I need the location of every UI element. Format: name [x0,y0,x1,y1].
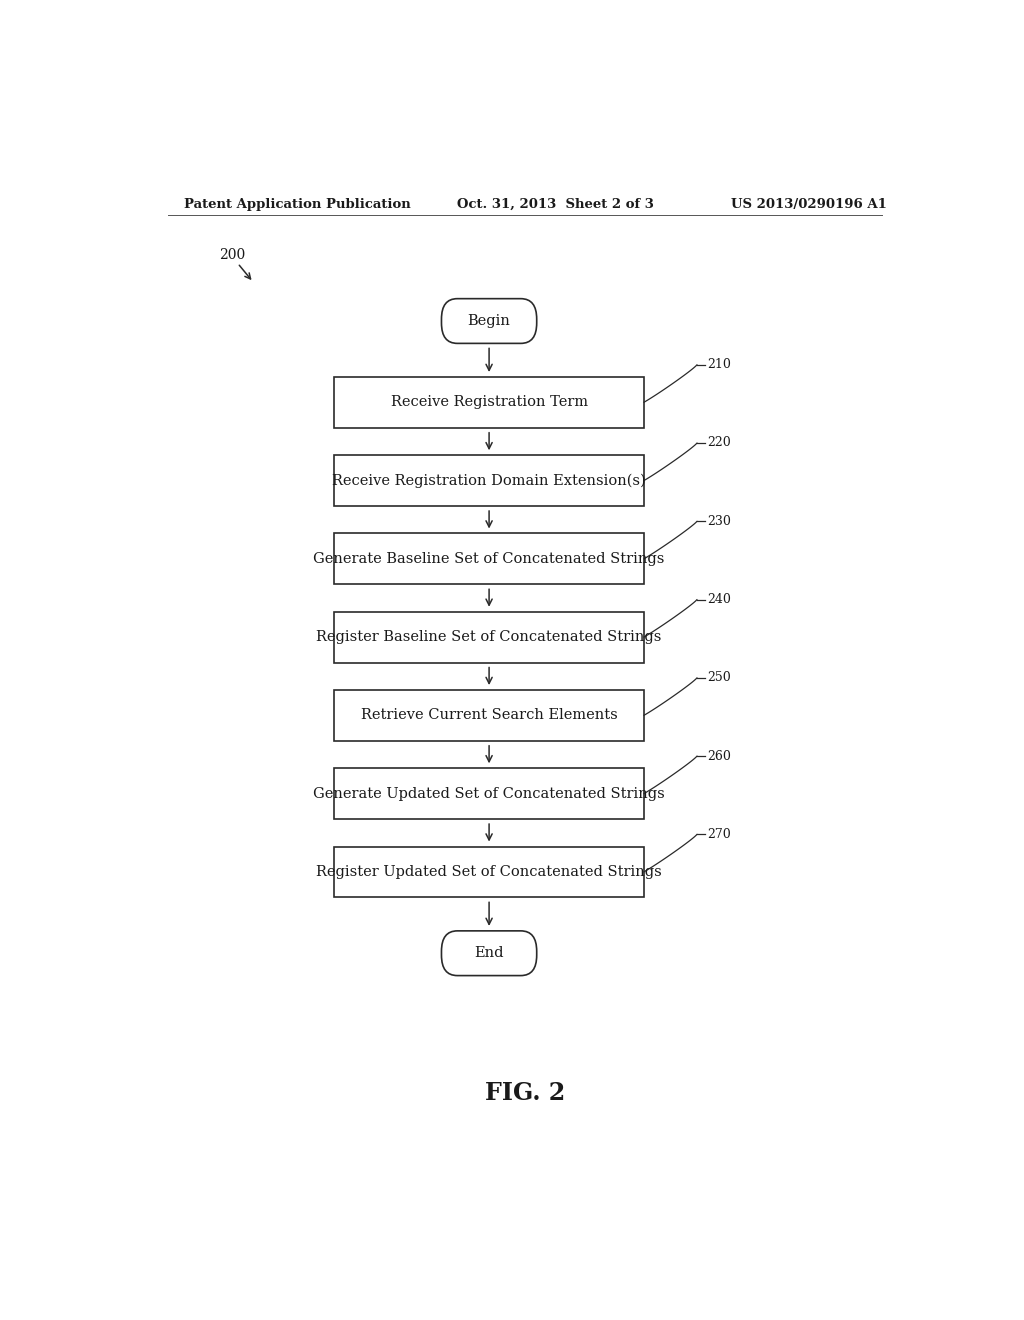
Text: 200: 200 [219,248,246,261]
FancyBboxPatch shape [334,611,644,663]
Text: 240: 240 [708,593,731,606]
FancyBboxPatch shape [334,455,644,506]
Text: Register Baseline Set of Concatenated Strings: Register Baseline Set of Concatenated St… [316,630,662,644]
FancyBboxPatch shape [334,690,644,741]
Text: Retrieve Current Search Elements: Retrieve Current Search Elements [360,709,617,722]
FancyBboxPatch shape [334,846,644,898]
Text: End: End [474,946,504,960]
FancyBboxPatch shape [334,533,644,585]
FancyBboxPatch shape [334,378,644,428]
Text: Oct. 31, 2013  Sheet 2 of 3: Oct. 31, 2013 Sheet 2 of 3 [458,198,654,211]
FancyBboxPatch shape [334,768,644,818]
Text: 260: 260 [708,750,731,763]
Text: FIG. 2: FIG. 2 [484,1081,565,1105]
Text: 210: 210 [708,358,731,371]
FancyBboxPatch shape [441,298,537,343]
Text: Generate Updated Set of Concatenated Strings: Generate Updated Set of Concatenated Str… [313,787,665,801]
Text: Begin: Begin [468,314,511,329]
Text: Receive Registration Domain Extension(s): Receive Registration Domain Extension(s) [332,474,646,488]
Text: 270: 270 [708,828,731,841]
Text: 250: 250 [708,672,731,684]
Text: Generate Baseline Set of Concatenated Strings: Generate Baseline Set of Concatenated St… [313,552,665,566]
Text: Register Updated Set of Concatenated Strings: Register Updated Set of Concatenated Str… [316,865,662,879]
Text: 220: 220 [708,437,731,450]
FancyBboxPatch shape [441,931,537,975]
Text: Patent Application Publication: Patent Application Publication [183,198,411,211]
Text: Receive Registration Term: Receive Registration Term [390,395,588,409]
Text: US 2013/0290196 A1: US 2013/0290196 A1 [731,198,887,211]
Text: 230: 230 [708,515,731,528]
